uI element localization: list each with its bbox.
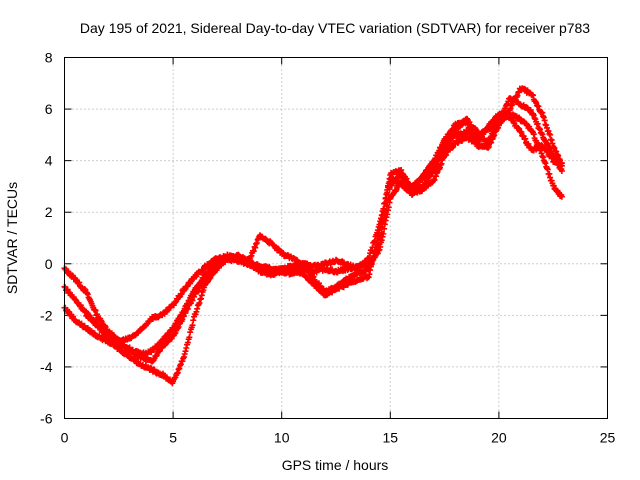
y-tick-label: 0 (45, 256, 53, 272)
x-tick-label: 25 (600, 430, 616, 446)
y-tick-label: -2 (40, 307, 53, 323)
x-tick-label: 0 (61, 430, 69, 446)
data-point (384, 189, 391, 196)
chart-title: Day 195 of 2021, Sidereal Day-to-day VTE… (80, 20, 590, 36)
data-point (558, 167, 565, 174)
data-point (558, 193, 565, 200)
x-tick-label: 15 (383, 430, 399, 446)
x-tick-label: 10 (274, 430, 290, 446)
x-axis-label: GPS time / hours (282, 457, 389, 473)
y-axis-label: SDTVAR / TECUs (4, 182, 20, 294)
data-point (186, 334, 193, 341)
data-point (558, 160, 565, 167)
y-tick-label: -6 (40, 411, 53, 427)
y-tick-label: 6 (45, 101, 53, 117)
y-tick-label: -4 (40, 359, 53, 375)
y-tick-label: 4 (45, 153, 53, 169)
y-tick-label: 8 (45, 50, 53, 66)
plot-frame (64, 57, 608, 419)
x-tick-label: 5 (169, 430, 177, 446)
series-track-4 (83, 110, 565, 345)
y-tick-label: 2 (45, 204, 53, 220)
data-point (380, 205, 387, 212)
x-tick-label: 20 (491, 430, 507, 446)
data-points (61, 85, 565, 387)
